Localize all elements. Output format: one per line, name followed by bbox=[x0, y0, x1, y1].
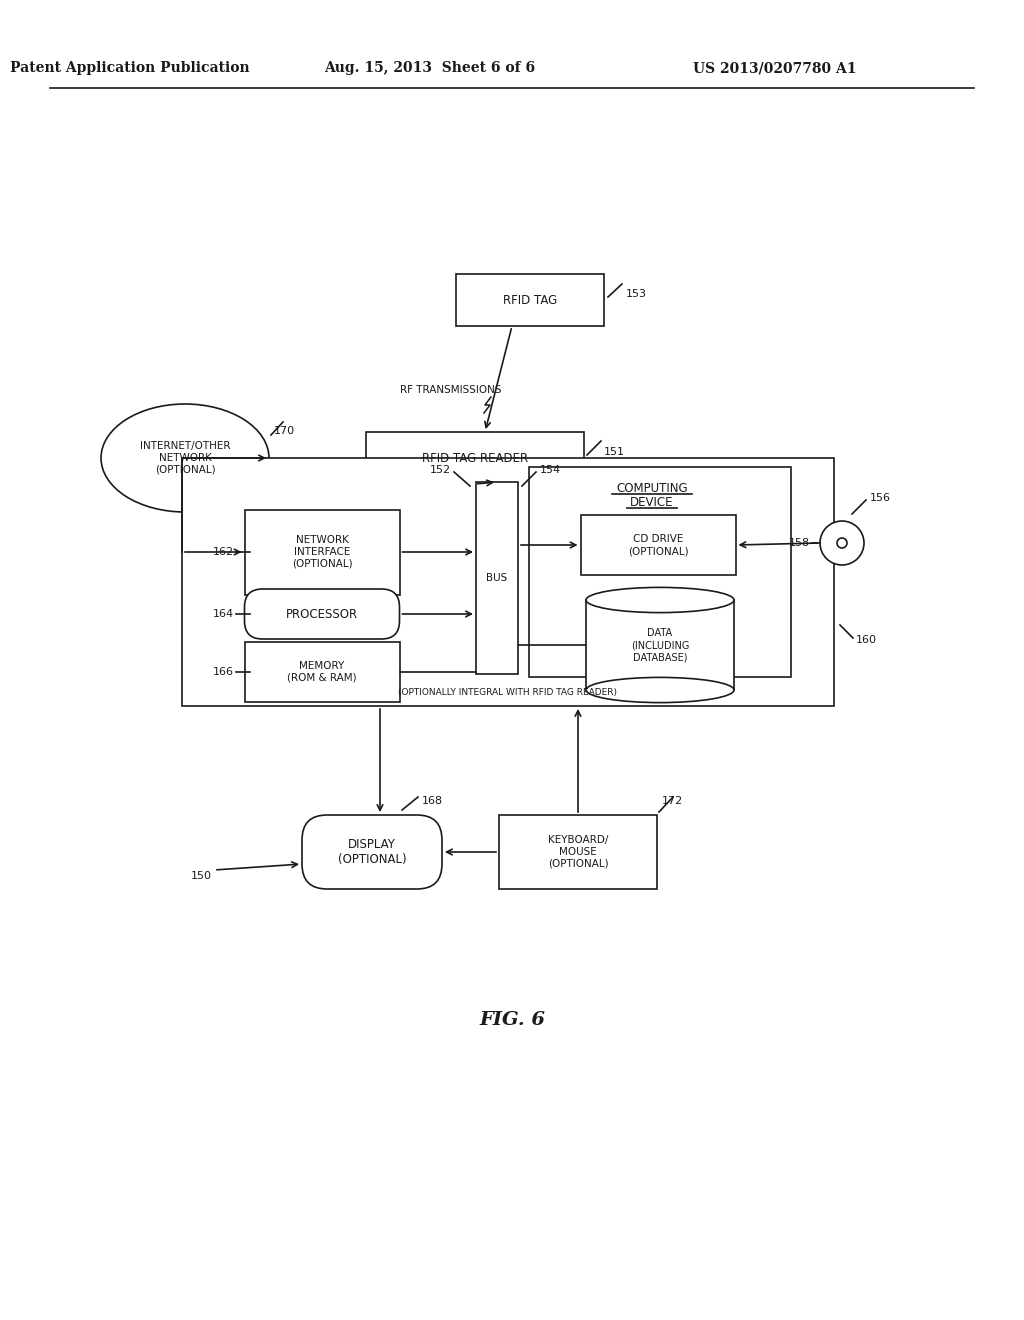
Text: 172: 172 bbox=[662, 796, 683, 807]
Circle shape bbox=[837, 539, 847, 548]
Bar bbox=[182, 458, 834, 706]
Bar bbox=[245, 642, 399, 702]
Text: RFID TAG READER: RFID TAG READER bbox=[422, 451, 528, 465]
Text: 158: 158 bbox=[788, 539, 810, 548]
Text: 154: 154 bbox=[540, 465, 561, 475]
Bar bbox=[586, 601, 734, 690]
Text: 153: 153 bbox=[626, 289, 647, 300]
Text: NETWORK
INTERFACE
(OPTIONAL): NETWORK INTERFACE (OPTIONAL) bbox=[292, 535, 352, 569]
Text: DATA
(INCLUDING
DATABASE): DATA (INCLUDING DATABASE) bbox=[631, 628, 689, 663]
Text: INTERNET/OTHER
NETWORK
(OPTIONAL): INTERNET/OTHER NETWORK (OPTIONAL) bbox=[139, 441, 230, 475]
Ellipse shape bbox=[101, 404, 269, 512]
Text: 168: 168 bbox=[422, 796, 443, 807]
Bar bbox=[456, 275, 604, 326]
Text: DISPLAY
(OPTIONAL): DISPLAY (OPTIONAL) bbox=[338, 838, 407, 866]
Text: RFID TAG: RFID TAG bbox=[503, 293, 557, 306]
Bar bbox=[245, 510, 399, 594]
Text: BUS: BUS bbox=[486, 573, 508, 583]
Text: PROCESSOR: PROCESSOR bbox=[286, 607, 358, 620]
FancyBboxPatch shape bbox=[302, 814, 442, 888]
Text: Patent Application Publication: Patent Application Publication bbox=[10, 61, 250, 75]
Text: COMPUTING: COMPUTING bbox=[616, 483, 688, 495]
Bar bbox=[476, 482, 518, 675]
Text: 151: 151 bbox=[604, 447, 625, 457]
Text: 156: 156 bbox=[870, 492, 891, 503]
Text: 160: 160 bbox=[856, 635, 877, 645]
Circle shape bbox=[820, 521, 864, 565]
Ellipse shape bbox=[586, 587, 734, 612]
Text: 170: 170 bbox=[274, 426, 295, 436]
Bar bbox=[499, 814, 657, 888]
Text: CD DRIVE
(OPTIONAL): CD DRIVE (OPTIONAL) bbox=[628, 535, 688, 556]
Text: KEYBOARD/
MOUSE
(OPTIONAL): KEYBOARD/ MOUSE (OPTIONAL) bbox=[548, 836, 608, 869]
Text: 162: 162 bbox=[213, 546, 234, 557]
Text: FIG. 6: FIG. 6 bbox=[479, 1011, 545, 1030]
Bar bbox=[366, 432, 584, 484]
Text: 152: 152 bbox=[429, 465, 451, 475]
Text: 164: 164 bbox=[213, 609, 234, 619]
Text: (OPTIONALLY INTEGRAL WITH RFID TAG READER): (OPTIONALLY INTEGRAL WITH RFID TAG READE… bbox=[398, 688, 617, 697]
Ellipse shape bbox=[586, 677, 734, 702]
Text: US 2013/0207780 A1: US 2013/0207780 A1 bbox=[693, 61, 857, 75]
Text: 166: 166 bbox=[213, 667, 234, 677]
Text: Aug. 15, 2013  Sheet 6 of 6: Aug. 15, 2013 Sheet 6 of 6 bbox=[325, 61, 536, 75]
Text: RF TRANSMISSIONS: RF TRANSMISSIONS bbox=[400, 385, 502, 395]
FancyBboxPatch shape bbox=[245, 589, 399, 639]
Text: DEVICE: DEVICE bbox=[630, 496, 674, 510]
Text: 150: 150 bbox=[191, 871, 212, 880]
Text: MEMORY
(ROM & RAM): MEMORY (ROM & RAM) bbox=[287, 661, 356, 682]
Bar bbox=[529, 467, 791, 677]
Bar bbox=[581, 515, 735, 576]
